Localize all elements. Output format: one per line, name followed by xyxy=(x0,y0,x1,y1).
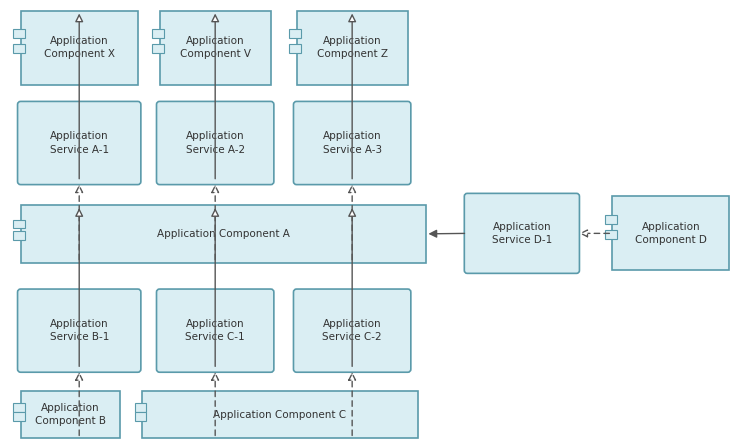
FancyBboxPatch shape xyxy=(157,289,274,372)
Bar xyxy=(605,230,617,239)
Bar xyxy=(142,391,418,438)
Text: Application Component A: Application Component A xyxy=(157,229,289,239)
Bar xyxy=(21,205,426,263)
Text: Application
Service C-1: Application Service C-1 xyxy=(185,319,245,342)
FancyBboxPatch shape xyxy=(464,194,580,273)
Text: Application
Component X: Application Component X xyxy=(44,36,115,59)
Text: Application
Service C-2: Application Service C-2 xyxy=(322,319,382,342)
Text: Application
Component V: Application Component V xyxy=(180,36,251,59)
Bar xyxy=(289,44,301,53)
Text: Application
Component B: Application Component B xyxy=(35,403,106,426)
Bar xyxy=(612,196,730,270)
Bar xyxy=(21,11,138,85)
FancyBboxPatch shape xyxy=(157,101,274,185)
Bar xyxy=(134,403,146,412)
Bar xyxy=(13,29,25,38)
FancyBboxPatch shape xyxy=(293,101,411,185)
Bar xyxy=(13,219,25,228)
Bar xyxy=(605,215,617,224)
Text: Application
Service A-1: Application Service A-1 xyxy=(50,132,109,155)
Bar xyxy=(289,29,301,38)
Bar xyxy=(160,11,271,85)
Bar xyxy=(297,11,408,85)
Bar xyxy=(13,403,25,412)
Bar xyxy=(152,29,164,38)
Bar xyxy=(21,391,120,438)
Bar xyxy=(152,44,164,53)
Text: Application
Service B-1: Application Service B-1 xyxy=(49,319,109,342)
Bar xyxy=(13,231,25,240)
FancyBboxPatch shape xyxy=(18,101,141,185)
Bar xyxy=(13,412,25,421)
Bar xyxy=(134,412,146,421)
Text: Application
Service A-3: Application Service A-3 xyxy=(322,132,382,155)
Text: Application
Component Z: Application Component Z xyxy=(316,36,388,59)
Text: Application
Service D-1: Application Service D-1 xyxy=(492,222,552,245)
Text: Application
Component D: Application Component D xyxy=(635,222,706,245)
Text: Application
Service A-2: Application Service A-2 xyxy=(186,132,245,155)
FancyBboxPatch shape xyxy=(18,289,141,372)
Text: Application Component C: Application Component C xyxy=(213,409,346,420)
Bar xyxy=(13,44,25,53)
FancyBboxPatch shape xyxy=(293,289,411,372)
